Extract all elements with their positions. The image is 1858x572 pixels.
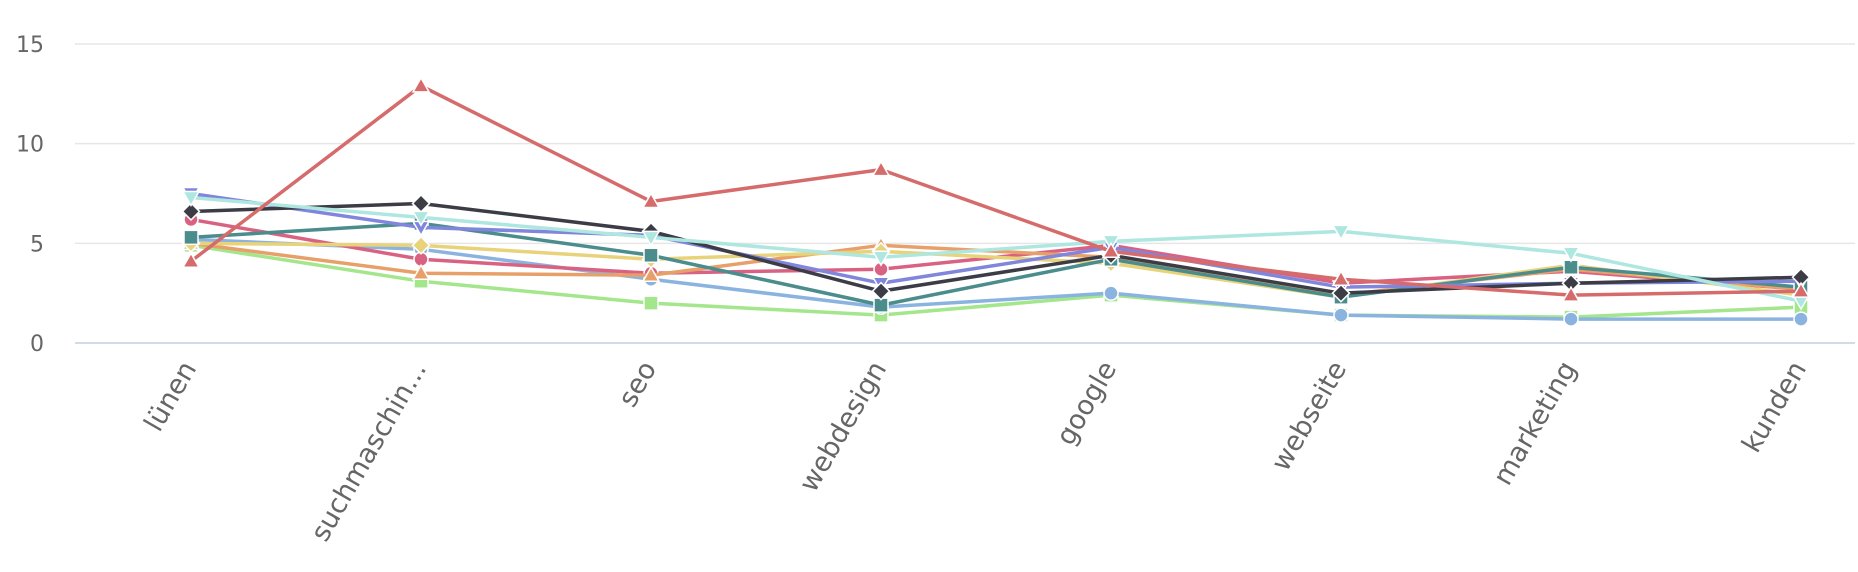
y-tick-label: 10 xyxy=(16,133,44,158)
data-point xyxy=(641,191,661,209)
data-point xyxy=(411,193,431,214)
x-tick-label: webseite xyxy=(1266,356,1353,476)
data-point xyxy=(1563,311,1579,327)
data-point xyxy=(1561,285,1581,302)
y-tick-label: 0 xyxy=(30,332,44,357)
x-tick-label: marketing xyxy=(1487,356,1583,491)
y-tick-label: 15 xyxy=(16,33,44,58)
series-line xyxy=(189,84,1803,297)
grid-lines xyxy=(75,43,1855,344)
data-point xyxy=(181,190,201,207)
x-tick-label: suchmaschin... xyxy=(305,356,433,547)
y-axis-tick-labels: 0 5 10 15 xyxy=(16,33,44,357)
data-point xyxy=(1103,285,1119,301)
data-point xyxy=(411,235,431,255)
data-point xyxy=(1331,269,1351,286)
series-line xyxy=(189,217,1803,291)
data-point xyxy=(1561,246,1581,263)
series-2 xyxy=(181,190,1811,311)
y-tick-label: 5 xyxy=(30,232,44,257)
data-point xyxy=(411,210,431,227)
data-point xyxy=(871,281,891,301)
data-point xyxy=(871,250,891,267)
data-point xyxy=(1333,307,1349,323)
data-point xyxy=(1101,241,1121,259)
data-point xyxy=(643,247,659,264)
x-tick-label: webdesign xyxy=(794,356,894,497)
data-point xyxy=(871,160,891,177)
data-point xyxy=(643,295,659,311)
series-layer xyxy=(181,76,1811,327)
data-point xyxy=(411,76,431,93)
series-line xyxy=(189,237,1803,321)
data-point xyxy=(641,230,661,247)
data-point xyxy=(1791,281,1811,298)
x-tick-label: google xyxy=(1050,356,1123,451)
data-point xyxy=(181,201,201,222)
data-point xyxy=(1331,283,1351,303)
x-axis-tick-labels: lünen suchmaschin... seo webdesign google web… xyxy=(138,356,1813,547)
x-tick-label: lünen xyxy=(138,356,203,437)
x-tick-label: kunden xyxy=(1736,356,1813,458)
data-point xyxy=(183,229,199,246)
data-point xyxy=(181,251,201,269)
series-line xyxy=(189,195,1803,303)
data-point xyxy=(1331,224,1351,241)
data-point xyxy=(641,265,661,282)
data-point xyxy=(411,263,431,280)
series-1 xyxy=(181,76,1811,302)
series-3 xyxy=(181,193,1811,303)
x-tick-label: seo xyxy=(613,356,663,412)
data-point xyxy=(1793,311,1809,327)
series-line xyxy=(189,201,1803,295)
